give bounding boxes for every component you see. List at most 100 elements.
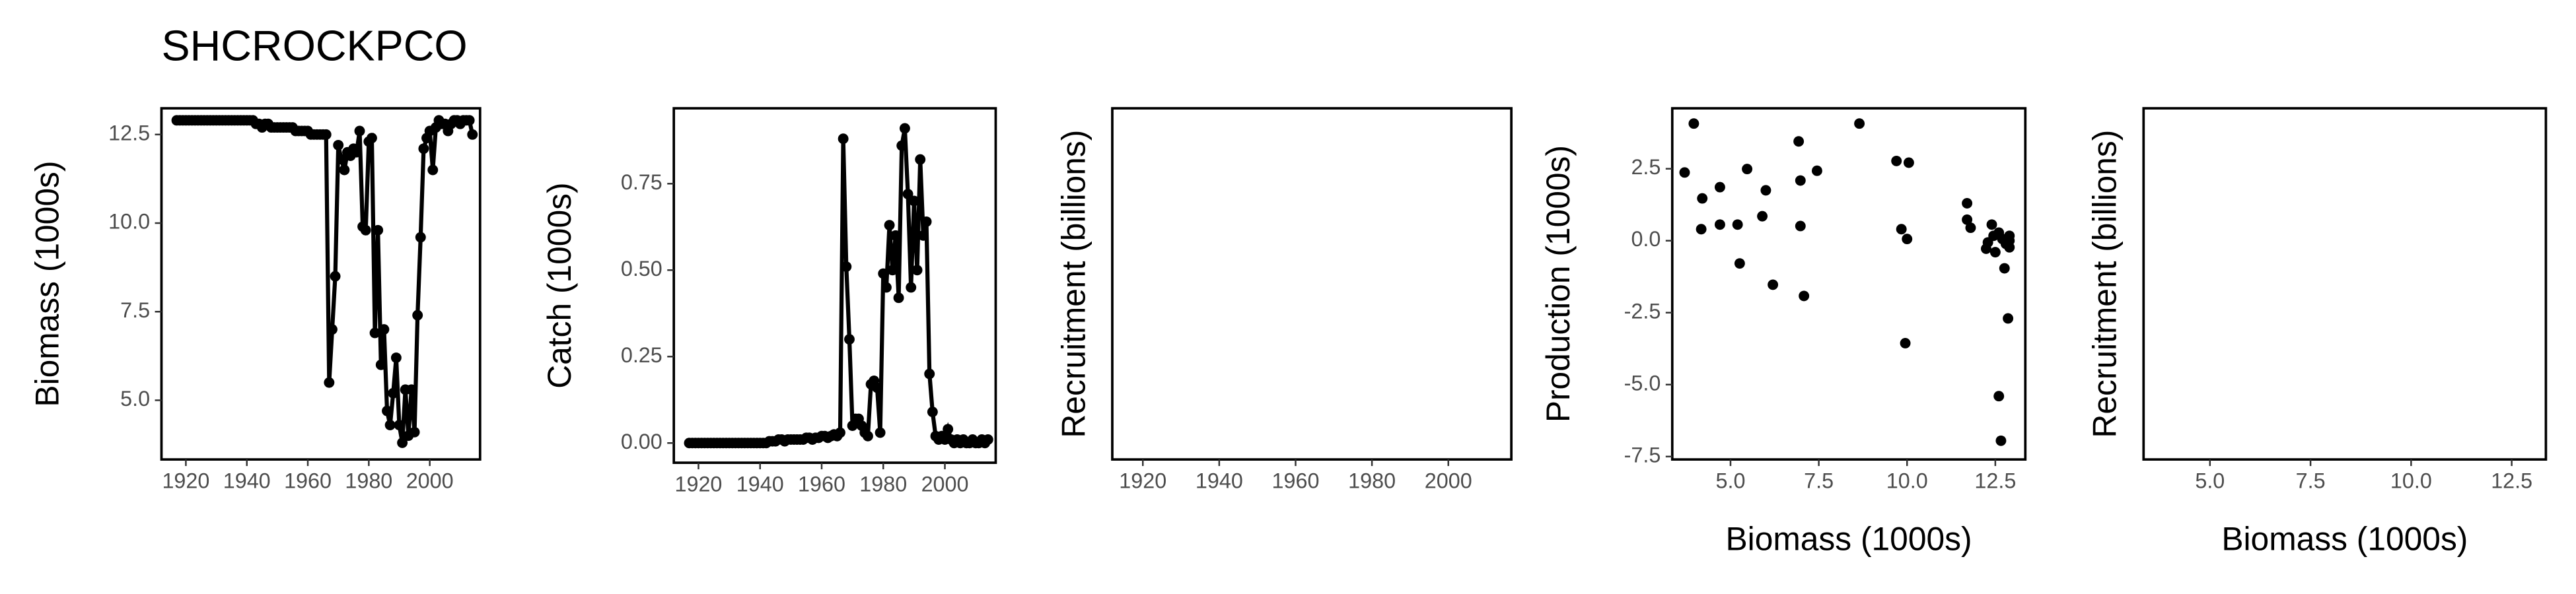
point xyxy=(351,147,362,158)
point xyxy=(887,265,898,276)
y-tick-label: 0.00 xyxy=(621,430,662,453)
point xyxy=(838,133,849,145)
point xyxy=(1679,167,1690,178)
point xyxy=(1811,165,1822,176)
point xyxy=(394,420,405,431)
point xyxy=(1986,219,1997,230)
x-tick-label: 1980 xyxy=(859,472,907,496)
point xyxy=(982,434,993,445)
point xyxy=(406,384,417,395)
point xyxy=(1902,234,1913,245)
point xyxy=(871,382,882,393)
x-tick-label: 10.0 xyxy=(2390,469,2432,492)
point xyxy=(397,437,408,448)
point xyxy=(1903,157,1914,168)
point xyxy=(915,154,926,165)
point xyxy=(844,334,855,345)
x-tick-label: 1920 xyxy=(162,469,209,492)
point xyxy=(2003,313,2014,324)
point xyxy=(1962,198,1973,209)
point xyxy=(1854,118,1865,129)
point xyxy=(1989,247,2001,258)
point xyxy=(893,292,904,304)
plot-border xyxy=(160,107,482,461)
x-tick-label: 2000 xyxy=(406,469,454,492)
point xyxy=(841,261,852,272)
point xyxy=(912,265,923,276)
y-tick-label: -5.0 xyxy=(1624,371,1661,395)
x-tick-label: 7.5 xyxy=(1804,469,1834,492)
point xyxy=(1742,164,1753,175)
point xyxy=(378,324,390,335)
point xyxy=(899,123,910,134)
point xyxy=(1962,214,1973,225)
plot-border xyxy=(672,107,997,464)
figure-title: SHCROCKPCO xyxy=(161,22,467,70)
point xyxy=(388,387,399,399)
y-tick-label: -2.5 xyxy=(1624,299,1661,323)
y-tick-label: 2.5 xyxy=(1631,155,1661,179)
point xyxy=(917,230,929,241)
y-tick-label: 0.0 xyxy=(1631,227,1661,251)
point xyxy=(354,125,365,137)
x-tick-label: 1940 xyxy=(1196,469,1243,492)
point xyxy=(1999,263,2010,274)
y-axis-title: Recruitment (billions) xyxy=(1055,130,1092,438)
point xyxy=(464,115,475,126)
point xyxy=(880,282,892,293)
point xyxy=(924,368,935,380)
point xyxy=(902,189,913,199)
x-tick-label: 1980 xyxy=(345,469,392,492)
plot-border xyxy=(1111,107,1513,461)
point xyxy=(1993,391,2005,402)
point xyxy=(1714,182,1725,193)
y-tick-label: 10.0 xyxy=(108,210,150,234)
point xyxy=(1768,279,1779,290)
y-tick-label: 0.75 xyxy=(621,170,662,194)
x-tick-label: 1940 xyxy=(736,472,784,496)
y-tick-label: 0.25 xyxy=(621,343,662,367)
x-tick-label: 1980 xyxy=(1348,469,1396,492)
point xyxy=(412,310,423,321)
point xyxy=(382,405,392,416)
point xyxy=(1896,224,1907,235)
x-tick-label: 1920 xyxy=(675,472,723,496)
point xyxy=(1891,155,1902,166)
point xyxy=(927,407,938,418)
y-axis-title: Biomass (1000s) xyxy=(29,161,66,407)
point xyxy=(890,230,901,241)
point xyxy=(373,224,384,236)
x-tick-label: 2000 xyxy=(921,472,969,496)
y-axis-title: Recruitment (billions) xyxy=(2087,130,2124,438)
point xyxy=(1732,219,1743,230)
point xyxy=(943,424,954,435)
point xyxy=(2004,235,2015,246)
point xyxy=(1795,175,1806,186)
point xyxy=(1900,337,1911,348)
y-tick-label: 0.50 xyxy=(621,257,662,280)
point xyxy=(1760,185,1771,196)
point xyxy=(1795,220,1806,232)
x-tick-label: 10.0 xyxy=(1886,469,1928,492)
point xyxy=(1688,118,1699,129)
point xyxy=(875,427,886,438)
x-tick-label: 1960 xyxy=(798,472,845,496)
x-tick-label: 1920 xyxy=(1119,469,1166,492)
point xyxy=(366,133,377,144)
point xyxy=(324,377,335,388)
point xyxy=(339,164,350,176)
point xyxy=(390,352,402,364)
point xyxy=(878,268,889,279)
x-tick-label: 2000 xyxy=(1425,469,1472,492)
point xyxy=(415,232,426,243)
point xyxy=(896,140,908,151)
y-tick-label: 7.5 xyxy=(120,298,150,322)
point xyxy=(369,327,380,339)
point xyxy=(330,271,341,282)
x-tick-label: 5.0 xyxy=(1716,469,1746,492)
x-axis-title: Biomass (1000s) xyxy=(2221,521,2468,558)
point xyxy=(326,324,338,335)
x-axis-title: Biomass (1000s) xyxy=(1726,521,1972,558)
x-tick-label: 12.5 xyxy=(1974,469,2016,492)
